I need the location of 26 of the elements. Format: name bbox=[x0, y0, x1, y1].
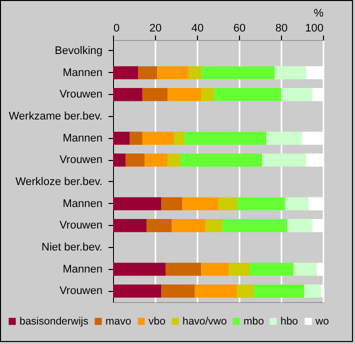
x-tick-label: 40 bbox=[191, 22, 204, 34]
y-tick-label: Vrouwen bbox=[59, 88, 102, 101]
legend-label: havo/vwo bbox=[182, 315, 228, 328]
y-tick-label: Bevolking bbox=[54, 44, 102, 57]
x-tick-label: 80 bbox=[275, 22, 288, 34]
x-axis-title: % bbox=[314, 8, 324, 20]
y-tick-label: Mannen bbox=[62, 198, 102, 210]
legend-label: mavo bbox=[106, 315, 132, 328]
legend-label: mbo bbox=[244, 315, 264, 328]
x-tick-label: 100 bbox=[305, 22, 324, 34]
y-tick-label: Vrouwen bbox=[59, 220, 102, 232]
y-tick-label: Mannen bbox=[62, 263, 102, 276]
y-tick-label: Mannen bbox=[62, 132, 102, 144]
legend-label: basisonderwijs bbox=[20, 315, 88, 328]
legend-label: wo bbox=[314, 315, 330, 328]
y-tick-label: Mannen bbox=[62, 66, 102, 79]
y-tick-label: Vrouwen bbox=[59, 285, 102, 298]
x-tick-label: 60 bbox=[233, 22, 246, 34]
legend-label: hbo bbox=[280, 315, 298, 328]
x-tick-label: 0 bbox=[114, 22, 120, 34]
x-tick-label: 20 bbox=[149, 22, 162, 34]
y-tick-label: Niet ber.bev. bbox=[42, 241, 102, 254]
y-tick-label: Werkloze ber.bev. bbox=[15, 176, 102, 188]
y-tick-label: Werkzame ber.bev. bbox=[8, 110, 102, 122]
y-tick-label: Vrouwen bbox=[59, 154, 102, 166]
legend-label: vbo bbox=[148, 315, 166, 328]
